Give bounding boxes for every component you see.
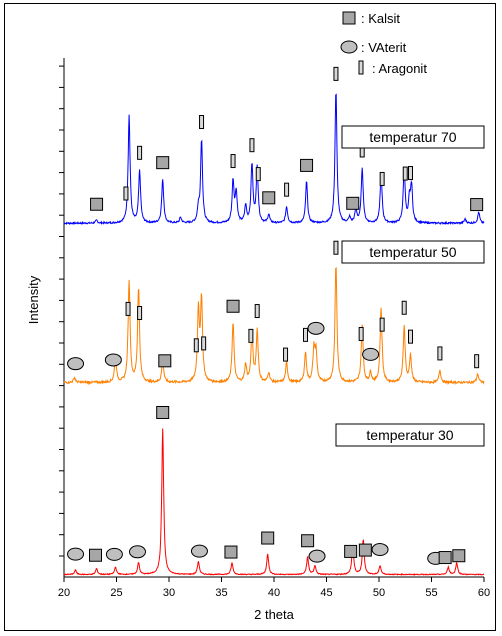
x-tick-label: 55: [425, 587, 437, 599]
series-temperatur-70: temperatur 70: [63, 66, 485, 226]
vaterit-circle-icon: [190, 544, 208, 558]
annotation-temperatur-50: temperatur 50: [369, 244, 456, 260]
kalsit-square-icon: [90, 197, 104, 211]
vaterit-circle-icon: [105, 547, 123, 561]
aragonit-bar-icon: [255, 167, 261, 182]
aragonit-bar-icon: [123, 186, 129, 201]
aragonit-bar-icon: [249, 138, 255, 153]
aragonit-bar-icon: [284, 182, 290, 197]
kalsit-square-icon: [158, 354, 172, 368]
vaterit-circle-icon: [307, 321, 325, 335]
x-tick-label: 40: [268, 587, 280, 599]
legend-kalsit-square-icon: [342, 11, 356, 25]
kalsit-square-icon: [358, 543, 372, 557]
x-axis-ticks: 20 25 30 35 40 45 50 55 60: [58, 577, 490, 599]
aragonit-bar-icon: [137, 305, 143, 320]
kalsit-square-icon: [156, 156, 170, 170]
vaterit-circle-icon: [308, 549, 326, 563]
y-axis-ticks: [59, 65, 64, 557]
aragonit-bar-icon: [408, 166, 413, 181]
aragonit-bar-icon: [248, 328, 254, 343]
vaterit-circle-icon: [362, 347, 380, 361]
aragonit-bar-icon: [379, 317, 385, 332]
y-axis-label: Intensity: [26, 275, 41, 324]
kalsit-square-icon: [346, 196, 360, 210]
aragonit-bar-icon: [303, 327, 308, 342]
kalsit-square-icon: [452, 549, 466, 563]
phase-markers-temperatur-70: [90, 66, 484, 212]
phase-markers-temperatur-30: [67, 405, 466, 565]
phase-markers-temperatur-50: [67, 240, 480, 371]
kalsit-square-icon: [261, 531, 275, 545]
kalsit-square-icon: [89, 548, 102, 562]
annotation-box-temperatur-70: [341, 125, 485, 149]
vaterit-circle-icon: [371, 543, 389, 557]
aragonit-bar-icon: [358, 326, 364, 341]
annotation-temperatur-30: temperatur 30: [366, 427, 453, 443]
trace-temperatur-30: [63, 428, 484, 576]
annotation-box-temperatur-30: [335, 423, 485, 447]
series-temperatur-30: temperatur 30: [63, 405, 485, 576]
trace-temperatur-50: [63, 266, 485, 386]
aragonit-bar-icon: [402, 166, 408, 181]
kalsit-square-icon: [438, 551, 452, 565]
aragonit-bar-icon: [254, 304, 260, 319]
aragonit-bar-icon: [333, 66, 339, 81]
x-tick-label: 60: [478, 587, 490, 599]
annotation-temperatur-70: temperatur 70: [369, 129, 456, 145]
vaterit-circle-icon: [67, 547, 85, 561]
x-axis-label: 2 theta: [254, 607, 295, 622]
trace-temperatur-70: [63, 93, 485, 226]
aragonit-bar-icon: [230, 154, 236, 169]
aragonit-bar-icon: [474, 354, 480, 369]
vaterit-circle-icon: [104, 353, 122, 367]
kalsit-square-icon: [262, 191, 276, 205]
kalsit-square-icon: [226, 299, 240, 313]
vaterit-circle-icon: [67, 357, 85, 371]
kalsit-square-icon: [301, 534, 315, 548]
legend-aragonit-bar-icon: [358, 60, 364, 75]
kalsit-square-icon: [470, 198, 484, 212]
legend: : Kalsit : VAterit : Aragonit: [340, 11, 427, 76]
aragonit-bar-icon: [437, 346, 443, 361]
aragonit-bar-icon: [137, 145, 143, 160]
x-tick-label: 30: [163, 587, 175, 599]
aragonit-bar-icon: [193, 338, 199, 353]
legend-label-aragonit: : Aragonit: [372, 61, 427, 76]
legend-vaterit-circle-icon: [340, 40, 358, 54]
aragonit-bar-icon: [125, 301, 131, 316]
vaterit-circle-icon: [129, 545, 146, 559]
x-tick-label: 25: [110, 587, 122, 599]
kalsit-square-icon: [224, 545, 238, 559]
annotation-box-temperatur-50: [341, 240, 485, 264]
x-tick-label: 20: [58, 587, 70, 599]
kalsit-square-icon: [156, 405, 170, 419]
kalsit-square-icon: [344, 544, 358, 558]
x-tick-label: 50: [373, 587, 385, 599]
legend-label-vaterit: : VAterit: [361, 40, 407, 55]
aragonit-bar-icon: [408, 329, 413, 344]
x-tick-label: 45: [320, 587, 332, 599]
aragonit-bar-icon: [201, 336, 207, 351]
aragonit-bar-icon: [199, 115, 205, 130]
x-tick-label: 35: [215, 587, 227, 599]
legend-label-kalsit: : Kalsit: [361, 11, 400, 26]
aragonit-bar-icon: [283, 347, 289, 362]
kalsit-square-icon: [300, 158, 314, 172]
aragonit-bar-icon: [379, 171, 385, 186]
series-temperatur-50: temperatur 50: [63, 240, 485, 386]
aragonit-bar-icon: [401, 300, 407, 315]
aragonit-bar-icon: [333, 240, 339, 255]
chart-frame: [4, 3, 496, 631]
